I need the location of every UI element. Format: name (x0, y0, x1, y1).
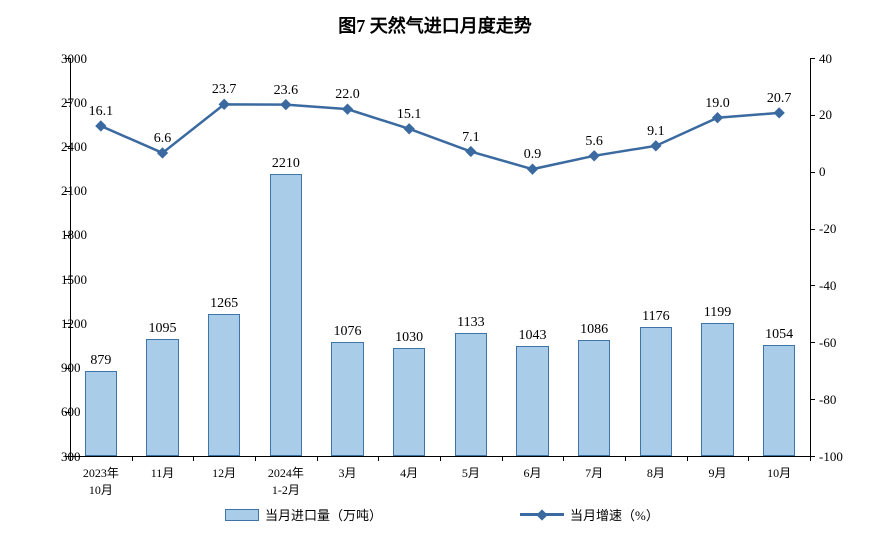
line-value-label: 9.1 (647, 124, 665, 140)
legend-line-marker (536, 509, 547, 520)
x-tick (378, 456, 379, 461)
x-tick (625, 456, 626, 461)
legend-line-swatch (520, 509, 564, 521)
x-label: 9月 (708, 464, 726, 481)
x-tick (193, 456, 194, 461)
x-label: 8月 (647, 464, 665, 481)
chart-title: 图7 天然气进口月度走势 (0, 12, 870, 38)
line-marker (95, 120, 106, 131)
y-right-label: 40 (819, 51, 832, 67)
line-marker (527, 163, 538, 174)
x-label: 5月 (462, 464, 480, 481)
x-tick (70, 456, 71, 461)
y-right-tick (810, 172, 815, 173)
y-right-tick (810, 399, 815, 400)
x-label: 2024年 1-2月 (268, 464, 304, 498)
x-label: 11月 (151, 464, 175, 481)
line-value-label: 20.7 (767, 91, 792, 107)
growth-line (101, 104, 779, 169)
line-value-label: 7.1 (462, 130, 480, 146)
line-marker (589, 150, 600, 161)
legend-bar-label: 当月进口量（万吨） (265, 505, 382, 524)
x-tick (748, 456, 749, 461)
x-label: 7月 (585, 464, 603, 481)
line-value-label: 19.0 (705, 96, 730, 112)
y-right-tick (810, 342, 815, 343)
line-marker (465, 146, 476, 157)
legend-line: 当月增速（%） (520, 505, 659, 524)
y-right-tick (810, 229, 815, 230)
x-tick (132, 456, 133, 461)
x-tick (440, 456, 441, 461)
y-right-label: -80 (819, 392, 836, 408)
x-tick (687, 456, 688, 461)
x-label: 10月 (767, 464, 791, 481)
line-marker (404, 123, 415, 134)
legend-line-label: 当月增速（%） (570, 505, 659, 524)
plot-area: 3006009001200150018002100240027003000-10… (70, 58, 810, 456)
y-right-tick (810, 285, 815, 286)
y-right-label: -100 (819, 449, 843, 465)
x-tick (317, 456, 318, 461)
line-value-label: 23.7 (212, 82, 237, 98)
y-right-label: 0 (819, 164, 826, 180)
y-right-tick (810, 58, 815, 59)
line-marker (650, 140, 661, 151)
line-value-label: 0.9 (524, 147, 542, 163)
x-tick (563, 456, 564, 461)
x-label: 12月 (212, 464, 236, 481)
x-label: 2023年 10月 (83, 464, 119, 498)
y-right-tick (810, 115, 815, 116)
x-tick (810, 456, 811, 461)
line-value-label: 23.6 (274, 83, 299, 99)
line-value-label: 15.1 (397, 107, 422, 123)
y-right-label: -60 (819, 335, 836, 351)
legend-bar-swatch (225, 509, 259, 521)
x-label: 3月 (338, 464, 356, 481)
y-right-label: -20 (819, 221, 836, 237)
x-tick (255, 456, 256, 461)
x-tick (502, 456, 503, 461)
line-value-label: 5.6 (585, 134, 603, 150)
x-label: 4月 (400, 464, 418, 481)
legend-bar: 当月进口量（万吨） (225, 505, 382, 524)
y-right-label: -40 (819, 278, 836, 294)
axis-line (810, 58, 811, 456)
line-marker (712, 112, 723, 123)
combo-chart: 图7 天然气进口月度走势 3006009001200150018002100240… (0, 0, 870, 541)
line-marker (280, 99, 291, 110)
line-marker (342, 104, 353, 115)
line-value-label: 22.0 (335, 87, 360, 103)
line-layer (70, 58, 810, 456)
line-value-label: 6.6 (154, 131, 172, 147)
x-label: 6月 (523, 464, 541, 481)
y-right-label: 20 (819, 107, 832, 123)
line-value-label: 16.1 (89, 104, 114, 120)
line-marker (774, 107, 785, 118)
